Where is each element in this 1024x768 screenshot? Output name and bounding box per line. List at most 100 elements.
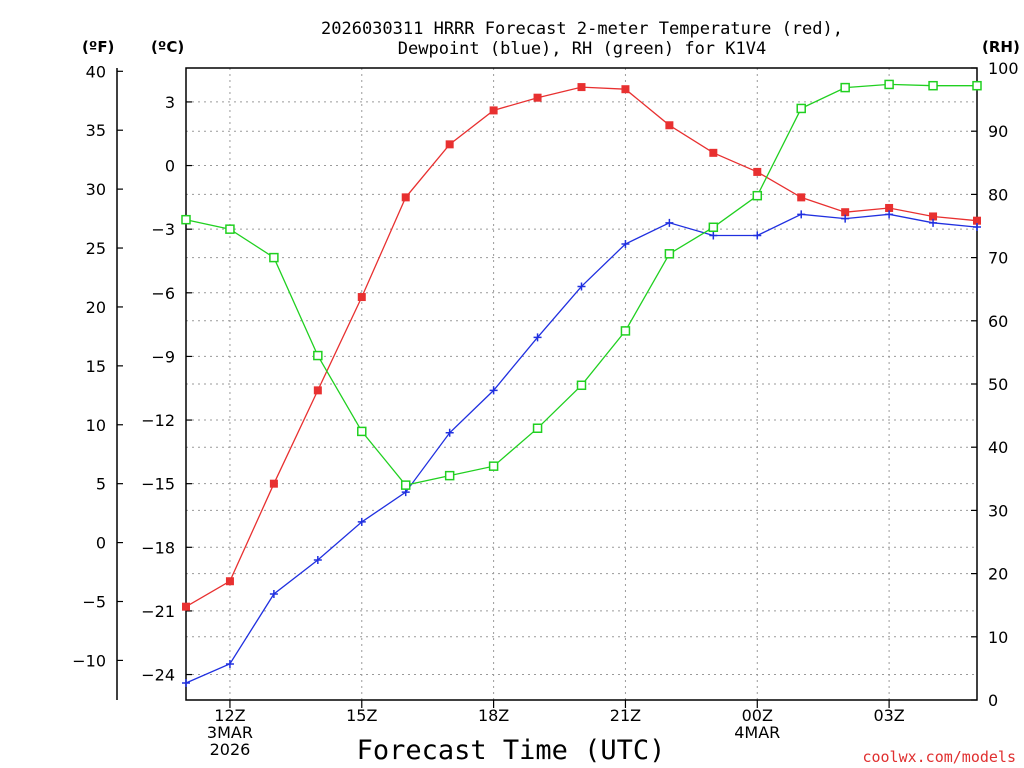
series-dewpoint-point (665, 218, 674, 227)
series-temperature-point (401, 193, 410, 202)
celsius-tick-label: −21 (141, 602, 175, 621)
series-temperature-point (577, 83, 586, 92)
series-rh-point (796, 103, 806, 114)
fahrenheit-tick-label: 40 (86, 62, 106, 81)
series-temperature-point (313, 386, 322, 395)
celsius-tick-label: −15 (141, 475, 175, 494)
chart-title-line2: Dewpoint (blue), RH (green) for K1V4 (398, 39, 766, 59)
x-tick-label: 2026 (210, 740, 251, 759)
series-dewpoint-point (182, 679, 190, 688)
series-rh-point (313, 350, 323, 361)
series-temperature-line (185, 86, 978, 608)
fahrenheit-unit-label: (ºF) (82, 38, 114, 56)
axes: 4035302520151050−5−1030−3−6−9−12−15−18−2… (72, 59, 1018, 759)
series-rh-point (269, 252, 279, 263)
x-tick-label: 12Z (214, 706, 245, 725)
series-temperature-point (225, 577, 234, 586)
series-rh-point (708, 222, 719, 233)
series-temperature-point (533, 93, 542, 102)
series-temperature-point (797, 193, 806, 202)
series-rh-point (928, 80, 938, 91)
series-rh-point (400, 480, 411, 490)
series-rh-point (444, 470, 455, 481)
series-dewpoint-point (797, 210, 806, 219)
series-dewpoint-point (621, 240, 630, 249)
fahrenheit-tick-label: 35 (86, 121, 106, 140)
celsius-tick-label: 3 (165, 93, 175, 112)
series-layer (181, 79, 982, 688)
credit-text[interactable]: coolwx.com/models (862, 748, 1016, 766)
series-temperature-point (621, 85, 630, 94)
celsius-tick-label: −12 (141, 411, 175, 430)
series-rh-point (357, 426, 367, 437)
series-dewpoint-point (489, 386, 498, 395)
series-temperature-point (841, 208, 850, 217)
x-axis-title: Forecast Time (UTC) (357, 735, 666, 766)
series-temperature-point (445, 140, 454, 149)
rh-tick-label: 10 (988, 628, 1008, 647)
series-dewpoint-point (577, 282, 586, 291)
rh-tick-label: 20 (988, 565, 1008, 584)
fahrenheit-tick-label: 10 (86, 416, 106, 435)
fahrenheit-tick-label: −5 (82, 593, 106, 612)
celsius-tick-label: −3 (151, 220, 175, 239)
series-dewpoint-point (929, 218, 938, 227)
series-temperature-point (269, 479, 278, 488)
x-tick-label: 03Z (873, 706, 904, 725)
series-temperature-point (489, 106, 498, 115)
series-dewpoint-point (973, 223, 981, 232)
fahrenheit-tick-label: 0 (96, 534, 106, 553)
series-rh-point (664, 249, 675, 259)
x-tick-label: 18Z (478, 706, 509, 725)
celsius-tick-label: −24 (141, 666, 175, 685)
fahrenheit-tick-label: 5 (96, 475, 106, 494)
rh-tick-label: 80 (988, 185, 1008, 204)
fahrenheit-tick-label: 20 (86, 298, 106, 317)
rh-unit-label: (RH) (982, 38, 1020, 56)
series-dewpoint-point (445, 428, 454, 437)
series-temperature-point (885, 203, 894, 212)
rh-tick-label: 0 (988, 691, 998, 710)
series-rh-point (576, 380, 587, 391)
x-tick-label: 00Z (742, 706, 773, 725)
x-tick-label: 21Z (610, 706, 641, 725)
series-rh-point (181, 214, 191, 225)
series-rh-point (752, 190, 763, 201)
series-rh-point (840, 82, 850, 93)
series-rh-point (225, 224, 235, 234)
series-temperature-point (357, 293, 366, 302)
series-dewpoint-point (313, 556, 322, 565)
rh-tick-label: 40 (988, 438, 1008, 457)
series-temperature-point (665, 121, 674, 130)
celsius-tick-label: −9 (151, 347, 175, 366)
series-temperature-point (753, 167, 762, 176)
series-rh-point (972, 80, 982, 91)
series-dewpoint-point (753, 231, 762, 240)
series-dewpoint-point (269, 589, 278, 598)
chart-title-line1: 2026030311 HRRR Forecast 2-meter Tempera… (321, 19, 843, 39)
rh-tick-label: 30 (988, 501, 1008, 520)
celsius-tick-label: −18 (141, 538, 175, 557)
series-dewpoint-point (357, 517, 366, 526)
x-tick-label: 15Z (346, 706, 377, 725)
rh-tick-label: 60 (988, 312, 1008, 331)
fahrenheit-tick-label: 15 (86, 357, 106, 376)
series-temperature-point (929, 212, 938, 221)
series-dewpoint-point (709, 231, 718, 240)
x-tick-label: 3MAR (207, 723, 253, 742)
rh-tick-label: 100 (988, 59, 1019, 78)
series-rh-point (620, 326, 631, 336)
series-temperature-point (973, 216, 981, 225)
fahrenheit-tick-label: 25 (86, 239, 106, 258)
series-dewpoint-point (841, 214, 850, 223)
rh-tick-label: 90 (988, 122, 1008, 141)
fahrenheit-tick-label: −10 (72, 651, 106, 670)
celsius-tick-label: 0 (165, 157, 175, 176)
series-rh-point (884, 79, 894, 90)
series-temperature-point (182, 602, 190, 611)
series-dewpoint-point (885, 210, 894, 219)
series-temperature-point (709, 148, 718, 157)
series-rh-point (488, 461, 499, 471)
rh-tick-label: 70 (988, 249, 1008, 268)
